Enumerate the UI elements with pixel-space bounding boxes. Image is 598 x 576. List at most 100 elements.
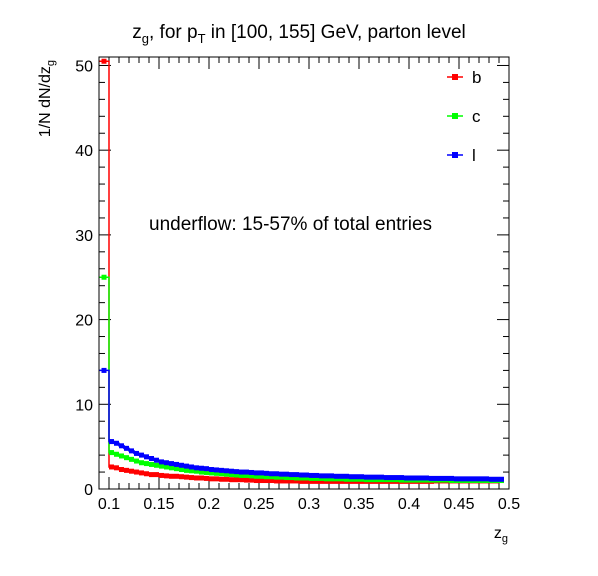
- y-tick-label: 50: [75, 58, 93, 75]
- data-point-l: [284, 471, 289, 477]
- data-point-l: [304, 472, 309, 478]
- data-point-b: [244, 477, 249, 483]
- data-point-l: [409, 475, 414, 481]
- data-point-l: [359, 474, 364, 480]
- data-point-b: [204, 475, 209, 481]
- data-point-l: [214, 467, 219, 473]
- data-point-c: [314, 475, 319, 481]
- data-point-c: [179, 467, 184, 473]
- data-point-c: [329, 476, 334, 482]
- data-point-b: [101, 58, 107, 64]
- data-point-l: [339, 473, 344, 479]
- data-point-l: [369, 474, 374, 480]
- data-point-b: [254, 478, 259, 484]
- data-point-l: [254, 470, 259, 476]
- data-point-l: [259, 470, 264, 476]
- data-point-b: [184, 474, 189, 480]
- data-point-c: [264, 474, 269, 480]
- data-point-l: [474, 476, 479, 482]
- data-point-l: [299, 472, 304, 478]
- data-point-c: [239, 472, 244, 478]
- data-point-b: [299, 478, 304, 484]
- data-point-l: [354, 474, 359, 480]
- data-point-b: [339, 478, 344, 484]
- data-point-c: [284, 475, 289, 481]
- x-axis-label: zg: [494, 525, 508, 545]
- data-point-l: [229, 468, 234, 474]
- data-point-l: [379, 474, 384, 480]
- data-point-l: [314, 472, 319, 478]
- data-point-b: [284, 478, 289, 484]
- data-point-l: [279, 471, 284, 477]
- data-point-c: [344, 476, 349, 482]
- data-point-b: [144, 471, 149, 477]
- data-point-l: [159, 459, 164, 465]
- axis-tick-labels: 0.1 0.15 0.2 0.25 0.3 0.35 0.4 0.45 0.5 0 10 20 30 40…: [75, 58, 520, 513]
- data-point-l: [244, 469, 249, 475]
- data-point-l: [169, 461, 174, 467]
- data-point-l: [444, 475, 449, 481]
- data-point-l: [179, 462, 184, 468]
- data-point-l: [209, 467, 214, 473]
- data-point-l: [184, 463, 189, 469]
- data-point-b: [224, 476, 229, 482]
- legend: b c l: [447, 68, 481, 165]
- data-point-c: [349, 476, 354, 482]
- data-point-l: [389, 475, 394, 481]
- data-point-l: [204, 466, 209, 472]
- data-point-b: [329, 478, 334, 484]
- data-point-b: [319, 478, 324, 484]
- data-point-l: [149, 456, 154, 462]
- data-point-b: [189, 475, 194, 481]
- y-tick-label: 20: [75, 313, 93, 330]
- data-point-b: [309, 478, 314, 484]
- data-point-b: [209, 476, 214, 482]
- data-point-c: [101, 274, 107, 280]
- data-point-b: [334, 478, 339, 484]
- data-point-l: [249, 469, 254, 475]
- data-point-b: [324, 478, 329, 484]
- title-mid: , for p: [149, 22, 198, 43]
- x-tick-label: 0.35: [343, 496, 374, 513]
- data-point-l: [134, 450, 139, 456]
- data-point-l: [454, 476, 459, 482]
- x-tick-label: 0.15: [143, 496, 174, 513]
- data-point-l: [139, 452, 144, 458]
- data-point-l: [129, 448, 134, 454]
- data-point-l: [494, 476, 499, 482]
- data-point-c: [399, 477, 404, 483]
- x-tick-label: 0.1: [98, 496, 120, 513]
- data-point-c: [324, 476, 329, 482]
- data-point-l: [194, 465, 199, 471]
- data-point-c: [354, 476, 359, 482]
- data-point-l: [164, 460, 169, 466]
- title-main: z: [132, 22, 142, 43]
- data-point-l: [439, 475, 444, 481]
- data-point-l: [489, 476, 494, 482]
- data-point-c: [149, 461, 154, 467]
- data-point-l: [109, 439, 114, 445]
- data-point-b: [249, 477, 254, 483]
- legend-marker-l: [452, 152, 458, 158]
- data-point-l: [319, 473, 324, 479]
- data-point-c: [209, 470, 214, 476]
- data-point-l: [199, 465, 204, 471]
- data-point-c: [134, 458, 139, 464]
- data-point-l: [234, 469, 239, 475]
- data-point-l: [384, 475, 389, 481]
- xlabel-sub: g: [502, 533, 508, 545]
- data-point-c: [379, 477, 384, 483]
- data-point-c: [244, 472, 249, 478]
- data-point-c: [154, 462, 159, 468]
- data-point-l: [449, 475, 454, 481]
- y-tick-label: 40: [75, 143, 93, 160]
- data-point-b: [194, 475, 199, 481]
- data-point-l: [364, 474, 369, 480]
- data-point-c: [274, 474, 279, 480]
- x-tick-label: 0.25: [243, 496, 274, 513]
- y-axis-label: 1/N dN/dzg: [37, 60, 57, 137]
- data-point-b: [169, 473, 174, 479]
- y-tick-label: 10: [75, 397, 93, 414]
- data-point-l: [484, 476, 489, 482]
- data-point-b: [239, 477, 244, 483]
